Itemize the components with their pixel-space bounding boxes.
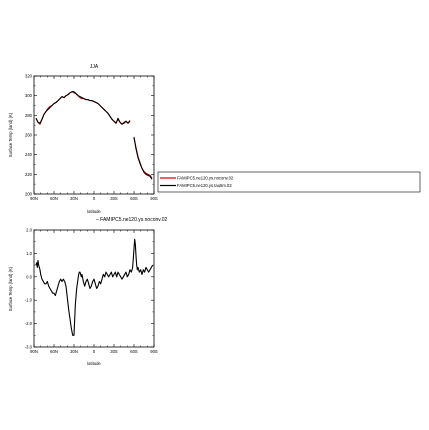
top-ticks: 90N 60N 30N 0 30S 60S 90S 200 220 240 260 280 300 320 — [25, 74, 158, 202]
y-tick-label: 300 — [25, 93, 33, 98]
top-x-axis-label: latitude — [87, 209, 101, 214]
bottom-panel-title: – FAMIPC5.ne120.ys.noconv.02 — [96, 217, 168, 223]
x-tick-label: 30S — [110, 196, 118, 201]
y-tick-label: 200 — [25, 192, 33, 197]
x-tick-label: 90S — [150, 349, 158, 354]
x-tick-label: 90S — [150, 196, 158, 201]
y-tick-label: 1.0 — [26, 251, 32, 256]
top-y-axis-label: Surface Temp (land) (K) — [8, 112, 13, 157]
y-tick-label: 260 — [25, 133, 33, 138]
y-tick-label: -2.0 — [25, 321, 33, 326]
bottom-x-axis-label: latitude — [87, 361, 101, 366]
x-tick-label: 90N — [30, 196, 38, 201]
top-series — [35, 91, 153, 180]
legend-label-noconv: FAMIPC5.ne120.ys.noconv.02 — [177, 176, 234, 181]
x-tick-label: 0 — [93, 196, 96, 201]
x-tick-label: 60S — [130, 349, 138, 354]
bottom-title-text: FAMIPC5.ne120.ys.noconv.02 — [100, 217, 167, 223]
y-tick-label: 280 — [25, 113, 33, 118]
y-tick-label: -1.0 — [25, 298, 33, 303]
series-line-1 — [35, 91, 153, 180]
y-tick-label: 220 — [25, 172, 33, 177]
x-tick-label: 30N — [70, 196, 78, 201]
x-tick-label: 0 — [93, 349, 96, 354]
figure-title: JJA — [90, 64, 99, 70]
x-tick-label: 60S — [130, 196, 138, 201]
bottom-panel: – FAMIPC5.ne120.ys.noconv.02 90N 60N 30N 0 3… — [8, 217, 168, 366]
y-tick-label: 320 — [25, 74, 33, 79]
x-tick-label: 60N — [50, 349, 58, 354]
top-panel: 90N 60N 30N 0 30S 60S 90S 200 220 240 260 280 300 320… — [8, 74, 158, 215]
bottom-y-axis-label: Surface Temp (land) (K) — [8, 266, 13, 311]
legend: FAMIPC5.ne120.ys.noconv.02 FAMIPC5.ne120… — [157, 171, 421, 193]
x-tick-label: 90N — [30, 349, 38, 354]
x-tick-label: 60N — [50, 196, 58, 201]
y-tick-label: 240 — [25, 152, 33, 157]
y-tick-label: 2.0 — [26, 228, 32, 233]
bottom-ticks: 90N 60N 30N 0 30S 60S 90S -3.0 -2.0 -1.0 0.0 1.0 2.0 — [25, 228, 158, 355]
top-plot-frame — [33, 75, 155, 195]
legend-label-tau5m: FAMIPC5.ne120.ys.tau5m.02 — [177, 183, 232, 188]
x-tick-label: 30N — [70, 349, 78, 354]
x-tick-label: 30S — [110, 349, 118, 354]
legend-box — [157, 171, 421, 193]
bottom-series — [35, 238, 154, 336]
y-tick-label: -3.0 — [25, 345, 33, 350]
bottom-title-dash: – — [96, 217, 100, 223]
y-tick-label: 0.0 — [26, 274, 32, 279]
series-line-0 — [35, 238, 154, 336]
